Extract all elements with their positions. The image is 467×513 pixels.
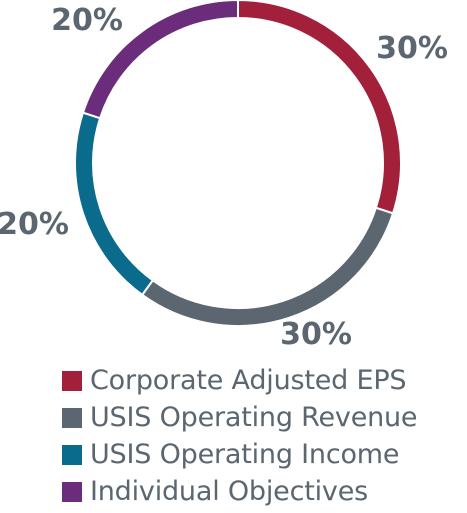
legend-label: USIS Operating Revenue bbox=[90, 402, 418, 433]
slice-value-label: 20% bbox=[51, 3, 123, 38]
donut-chart: 30% 30% 20% 20% bbox=[0, 0, 448, 352]
slice-labels: 30% 30% 20% 20% bbox=[0, 3, 448, 352]
slice-value-label: 20% bbox=[0, 207, 69, 242]
legend-swatch bbox=[62, 444, 82, 465]
legend-item: USIS Operating Income bbox=[62, 436, 417, 473]
legend-label: Corporate Adjusted EPS bbox=[90, 365, 407, 396]
slice-individual-objectives bbox=[81, 0, 239, 120]
legend-item: USIS Operating Revenue bbox=[62, 399, 418, 436]
legend-label: USIS Operating Income bbox=[90, 439, 400, 470]
legend-swatch bbox=[62, 481, 82, 502]
donut-slices bbox=[74, 0, 402, 327]
slice-usis-operating-income bbox=[74, 111, 155, 297]
slice-value-label: 30% bbox=[376, 31, 448, 66]
slice-value-label: 30% bbox=[280, 317, 352, 352]
legend-item: Corporate Adjusted EPS bbox=[62, 362, 417, 399]
slice-usis-operating-revenue bbox=[140, 206, 395, 327]
chart-legend: Corporate Adjusted EPS USIS Operating Rev… bbox=[62, 362, 418, 510]
legend-item: Individual Objectives bbox=[62, 473, 417, 510]
legend-label: Individual Objectives bbox=[90, 476, 368, 507]
legend-swatch bbox=[62, 370, 82, 391]
legend-swatch bbox=[62, 407, 82, 428]
